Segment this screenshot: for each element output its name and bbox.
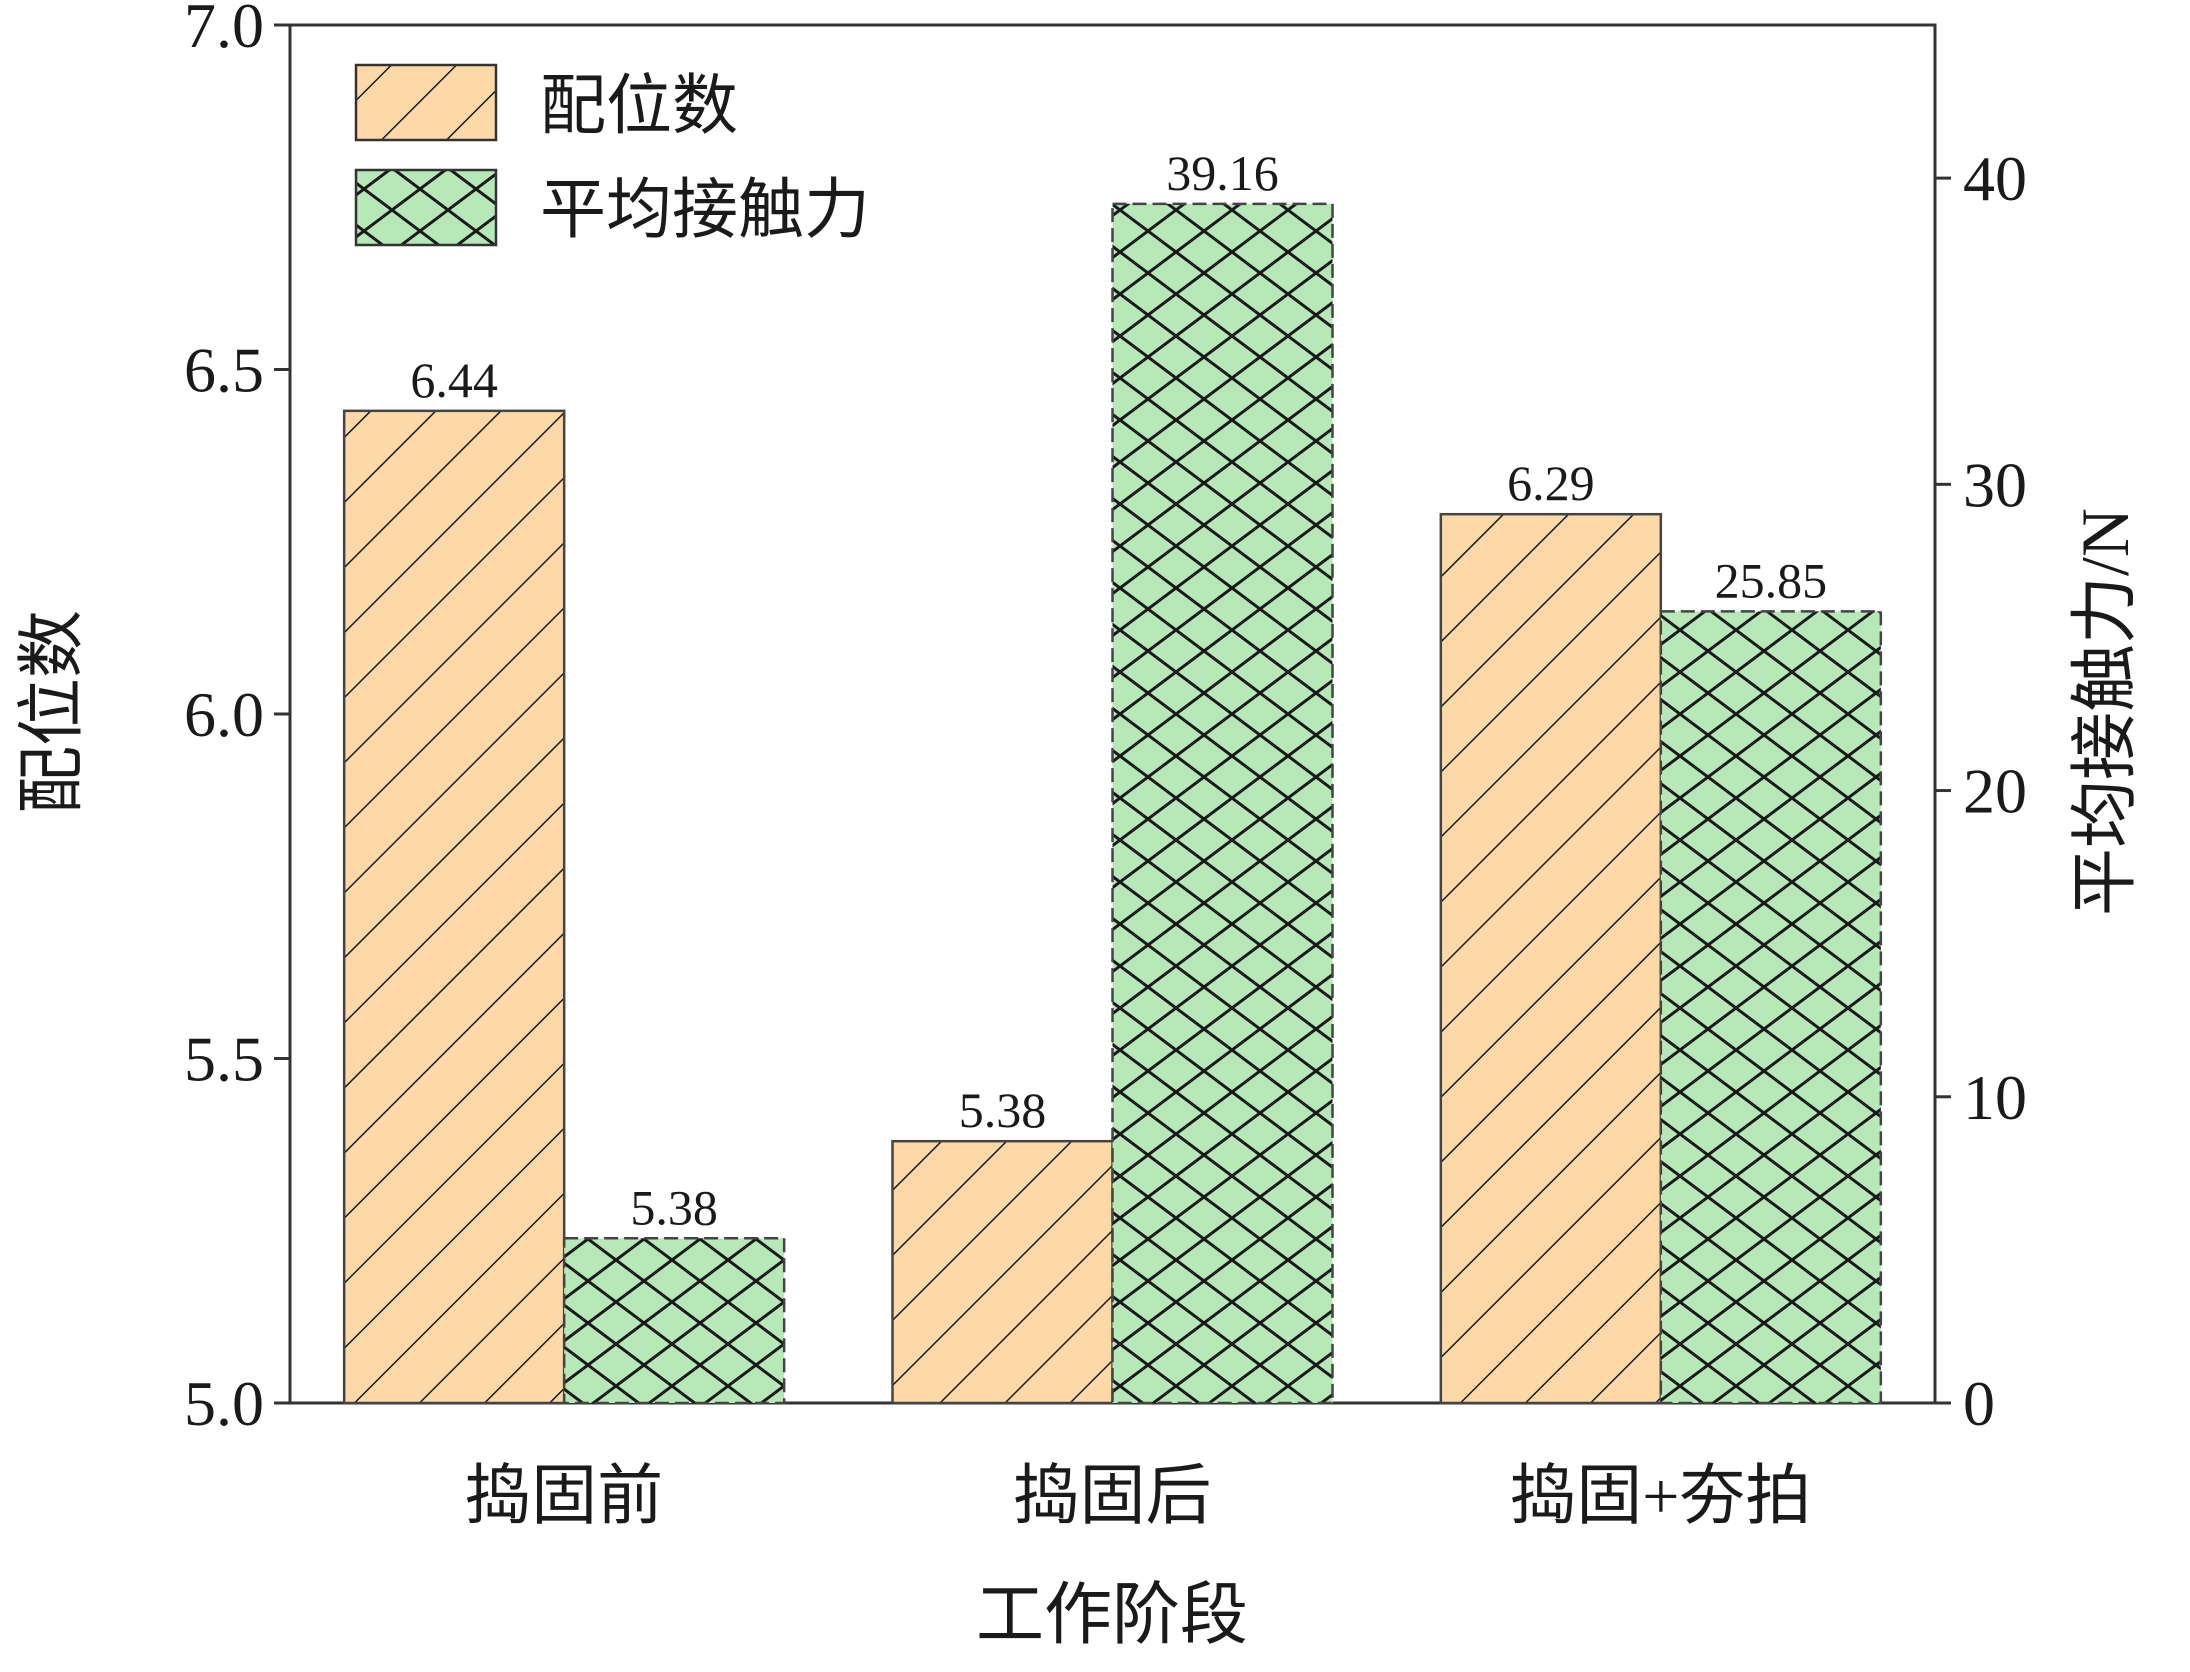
right-y-tick-label-4: 40 <box>1963 143 2027 214</box>
data-labels-group: 6.44 5.38 5.38 39.16 6.29 25.85 <box>410 145 1827 1235</box>
bar-contact-force-0 <box>562 1237 786 1405</box>
data-label-contact-force-0: 5.38 <box>630 1179 718 1235</box>
bar-contact-force-1 <box>1111 202 1334 1405</box>
x-tick-label-2: 捣固+夯拍 <box>1510 1460 1811 1533</box>
left-y-tick-label-2: 6.0 <box>184 679 264 750</box>
left-y-axis: 5.0 5.5 6.0 6.5 7.0 <box>184 0 290 1439</box>
data-label-coordination-1: 5.38 <box>959 1082 1047 1138</box>
data-label-coordination-0: 6.44 <box>410 352 498 408</box>
right-y-tick-label-3: 30 <box>1963 449 2027 520</box>
data-label-contact-force-1: 39.16 <box>1166 145 1279 201</box>
legend-label-contact-force: 平均接触力 <box>540 174 870 247</box>
left-y-tick-label-0: 5.0 <box>184 1368 264 1439</box>
x-tick-label-1: 捣固后 <box>1014 1460 1212 1533</box>
legend-label-coordination: 配位数 <box>540 70 738 143</box>
bar-coordination-2 <box>1439 512 1663 1405</box>
right-y-tick-label-2: 20 <box>1963 756 2027 827</box>
left-y-axis-title: 配位数 <box>14 610 90 814</box>
legend-swatch-coordination <box>354 63 498 142</box>
legend-swatch-contact-force <box>354 168 498 247</box>
data-label-coordination-2: 6.29 <box>1507 455 1595 511</box>
right-y-tick-label-0: 0 <box>1963 1368 1995 1439</box>
left-y-tick-label-3: 6.5 <box>184 335 264 406</box>
x-axis-title: 工作阶段 <box>976 1577 1248 1653</box>
right-y-tick-label-1: 10 <box>1963 1062 2027 1133</box>
legend: 配位数 平均接触力 <box>354 63 870 247</box>
x-axis-categories: 捣固前 捣固后 捣固+夯拍 <box>465 1460 1811 1533</box>
left-y-tick-label-1: 5.5 <box>184 1024 264 1095</box>
data-label-contact-force-2: 25.85 <box>1715 552 1828 608</box>
right-y-axis-title: 平均接触力/N <box>2067 508 2143 916</box>
bars-group <box>342 202 1883 1405</box>
left-y-tick-label-4: 7.0 <box>184 0 264 61</box>
right-y-axis: 0 10 20 30 40 <box>1935 143 2027 1439</box>
bar-coordination-1 <box>891 1139 1114 1405</box>
x-tick-label-0: 捣固前 <box>465 1460 663 1533</box>
bar-coordination-0 <box>342 409 566 1405</box>
bar-contact-force-2 <box>1659 610 1883 1405</box>
